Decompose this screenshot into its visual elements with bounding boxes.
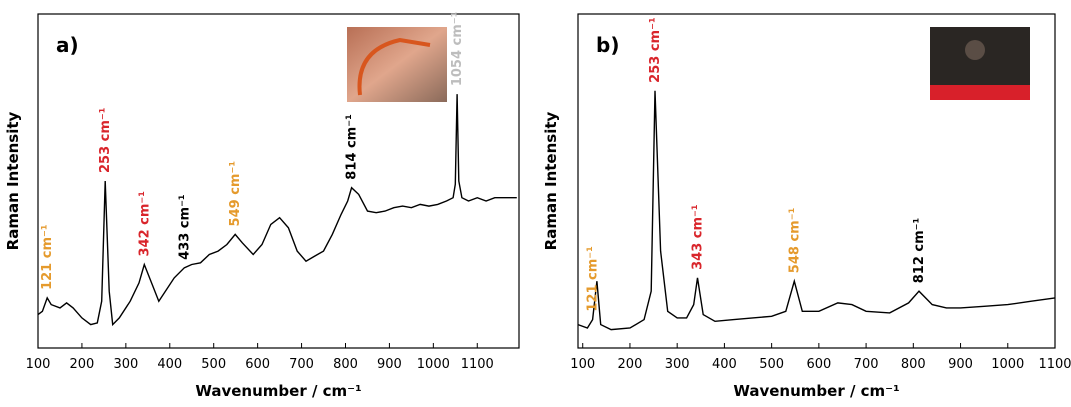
- spectrum-line: [577, 90, 1056, 331]
- x-tick-label: 900: [948, 357, 973, 372]
- x-tick-label: 1000: [991, 357, 1024, 372]
- plot-frame: [37, 13, 520, 349]
- x-tick-label: 800: [901, 357, 926, 372]
- peak-label: 121 cm⁻¹: [40, 224, 55, 289]
- peak-label: 812 cm⁻¹: [912, 218, 927, 283]
- x-tick-label: 1100: [1038, 357, 1071, 372]
- x-tick-label: 500: [759, 357, 784, 372]
- x-tick-label: 300: [665, 357, 690, 372]
- panel-label: b): [596, 33, 619, 57]
- peak-label: 549 cm⁻¹: [228, 161, 243, 226]
- inset-photo-a: [347, 27, 447, 102]
- peak-label: 1054 cm⁻¹: [450, 12, 465, 87]
- plot-frame: [577, 13, 1056, 349]
- x-axis-label: Wavenumber / cm⁻¹: [195, 382, 361, 400]
- peak-label: 548 cm⁻¹: [787, 208, 802, 273]
- x-tick-label: 300: [113, 357, 138, 372]
- panel-label: a): [56, 33, 79, 57]
- x-tick-label: 100: [26, 357, 51, 372]
- y-axis-label: Raman Intensity: [4, 111, 22, 250]
- peak-label: 253 cm⁻¹: [648, 17, 663, 82]
- inset-photo-b: [930, 27, 1030, 100]
- x-tick-label: 1100: [461, 357, 494, 372]
- peak-label: 814 cm⁻¹: [345, 114, 360, 179]
- peak-label: 342 cm⁻¹: [137, 191, 152, 256]
- x-tick-label: 200: [70, 357, 95, 372]
- x-tick-label: 400: [157, 357, 182, 372]
- x-axis-label: Wavenumber / cm⁻¹: [733, 382, 899, 400]
- x-tick-label: 700: [854, 357, 879, 372]
- x-tick-label: 700: [289, 357, 314, 372]
- x-tick-label: 900: [377, 357, 402, 372]
- x-tick-label: 500: [201, 357, 226, 372]
- x-tick-label: 100: [570, 357, 595, 372]
- x-tick-label: 600: [806, 357, 831, 372]
- peak-label: 343 cm⁻¹: [690, 204, 705, 269]
- peak-label: 253 cm⁻¹: [98, 108, 113, 173]
- x-tick-label: 200: [618, 357, 643, 372]
- x-tick-label: 400: [712, 357, 737, 372]
- peak-label: 433 cm⁻¹: [177, 194, 192, 259]
- spectrum-line: [37, 94, 517, 327]
- x-tick-label: 800: [333, 357, 358, 372]
- peak-label: 121 cm⁻¹: [586, 246, 601, 311]
- y-axis-label: Raman Intensity: [542, 111, 560, 250]
- x-tick-label: 600: [245, 357, 270, 372]
- x-tick-label: 1000: [417, 357, 450, 372]
